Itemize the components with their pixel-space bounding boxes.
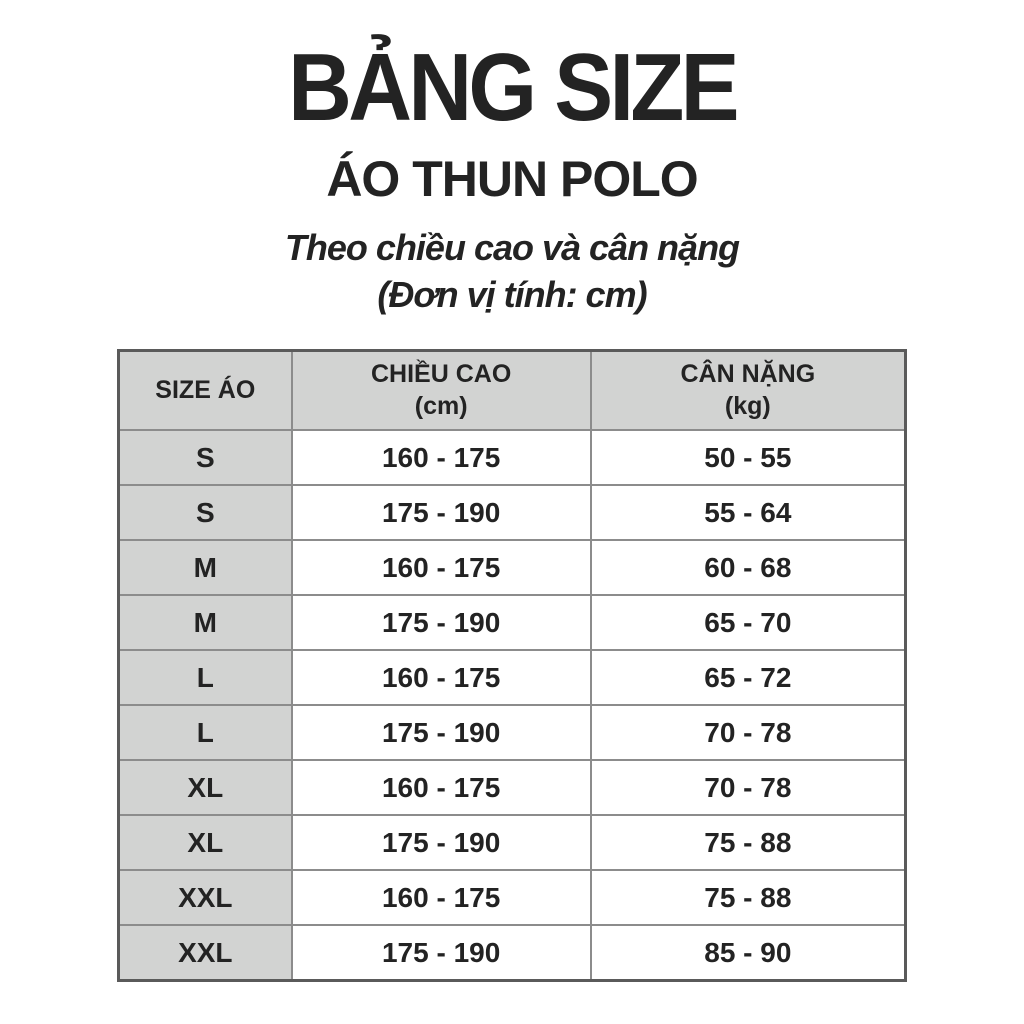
- column-header-height: CHIỀU CAO (cm): [290, 349, 592, 432]
- size-table: SIZE ÁO CHIỀU CAO (cm) CÂN NẶNG (kg) S 16…: [117, 348, 907, 982]
- row-weight-cell: 50 - 55: [589, 429, 907, 487]
- row-height-cell: 160 - 175: [290, 539, 592, 597]
- row-weight-cell: 70 - 78: [589, 759, 907, 817]
- table-row: XXL 160 - 175 75 - 88: [117, 869, 907, 927]
- table-row: XXL 175 - 190 85 - 90: [117, 924, 907, 982]
- row-height-cell: 160 - 175: [290, 649, 592, 707]
- page-subtitle: ÁO THUN POLO: [326, 150, 698, 207]
- column-header-weight-label: CÂN NẶNG: [680, 360, 816, 389]
- column-header-weight: CÂN NẶNG (kg): [589, 349, 907, 432]
- row-height-cell: 160 - 175: [290, 429, 592, 487]
- column-header-weight-unit: (kg): [724, 391, 771, 420]
- table-header-row: SIZE ÁO CHIỀU CAO (cm) CÂN NẶNG (kg): [117, 349, 907, 432]
- table-row: XL 160 - 175 70 - 78: [117, 759, 907, 817]
- table-row: M 160 - 175 60 - 68: [117, 539, 907, 597]
- column-header-height-unit: (cm): [414, 391, 468, 420]
- row-height-cell: 160 - 175: [290, 869, 592, 927]
- row-height-cell: 175 - 190: [290, 704, 592, 762]
- row-weight-cell: 65 - 70: [589, 594, 907, 652]
- row-size-cell: M: [117, 539, 293, 597]
- row-weight-cell: 60 - 68: [589, 539, 907, 597]
- table-row: XL 175 - 190 75 - 88: [117, 814, 907, 872]
- row-height-cell: 175 - 190: [290, 924, 592, 982]
- page-title: BẢNG SIZE: [288, 34, 739, 141]
- column-header-size: SIZE ÁO: [117, 349, 293, 432]
- row-size-cell: XXL: [117, 924, 293, 982]
- row-size-cell: XL: [117, 759, 293, 817]
- row-weight-cell: 75 - 88: [589, 869, 907, 927]
- table-row: M 175 - 190 65 - 70: [117, 594, 907, 652]
- row-weight-cell: 70 - 78: [589, 704, 907, 762]
- row-weight-cell: 85 - 90: [589, 924, 907, 982]
- row-height-cell: 160 - 175: [290, 759, 592, 817]
- row-height-cell: 175 - 190: [290, 594, 592, 652]
- row-size-cell: XXL: [117, 869, 293, 927]
- table-row: S 160 - 175 50 - 55: [117, 429, 907, 487]
- row-weight-cell: 55 - 64: [589, 484, 907, 542]
- row-size-cell: M: [117, 594, 293, 652]
- table-row: S 175 - 190 55 - 64: [117, 484, 907, 542]
- table-row: L 175 - 190 70 - 78: [117, 704, 907, 762]
- table-row: L 160 - 175 65 - 72: [117, 649, 907, 707]
- row-size-cell: S: [117, 429, 293, 487]
- column-header-size-label: SIZE ÁO: [155, 376, 256, 405]
- description-line-1: Theo chiều cao và cân nặng: [284, 227, 740, 269]
- column-header-height-label: CHIỀU CAO: [371, 360, 512, 389]
- row-height-cell: 175 - 190: [290, 814, 592, 872]
- row-height-cell: 175 - 190: [290, 484, 592, 542]
- row-size-cell: XL: [117, 814, 293, 872]
- row-weight-cell: 65 - 72: [589, 649, 907, 707]
- row-size-cell: L: [117, 649, 293, 707]
- row-size-cell: S: [117, 484, 293, 542]
- size-table-body: S 160 - 175 50 - 55 S 175 - 190 55 - 64 M 160 -…: [117, 429, 907, 982]
- description-block: Theo chiều cao và cân nặng (Đơn vị tính:…: [0, 225, 1024, 319]
- row-size-cell: L: [117, 704, 293, 762]
- row-weight-cell: 75 - 88: [589, 814, 907, 872]
- description-line-2: (Đơn vị tính: cm): [377, 274, 647, 316]
